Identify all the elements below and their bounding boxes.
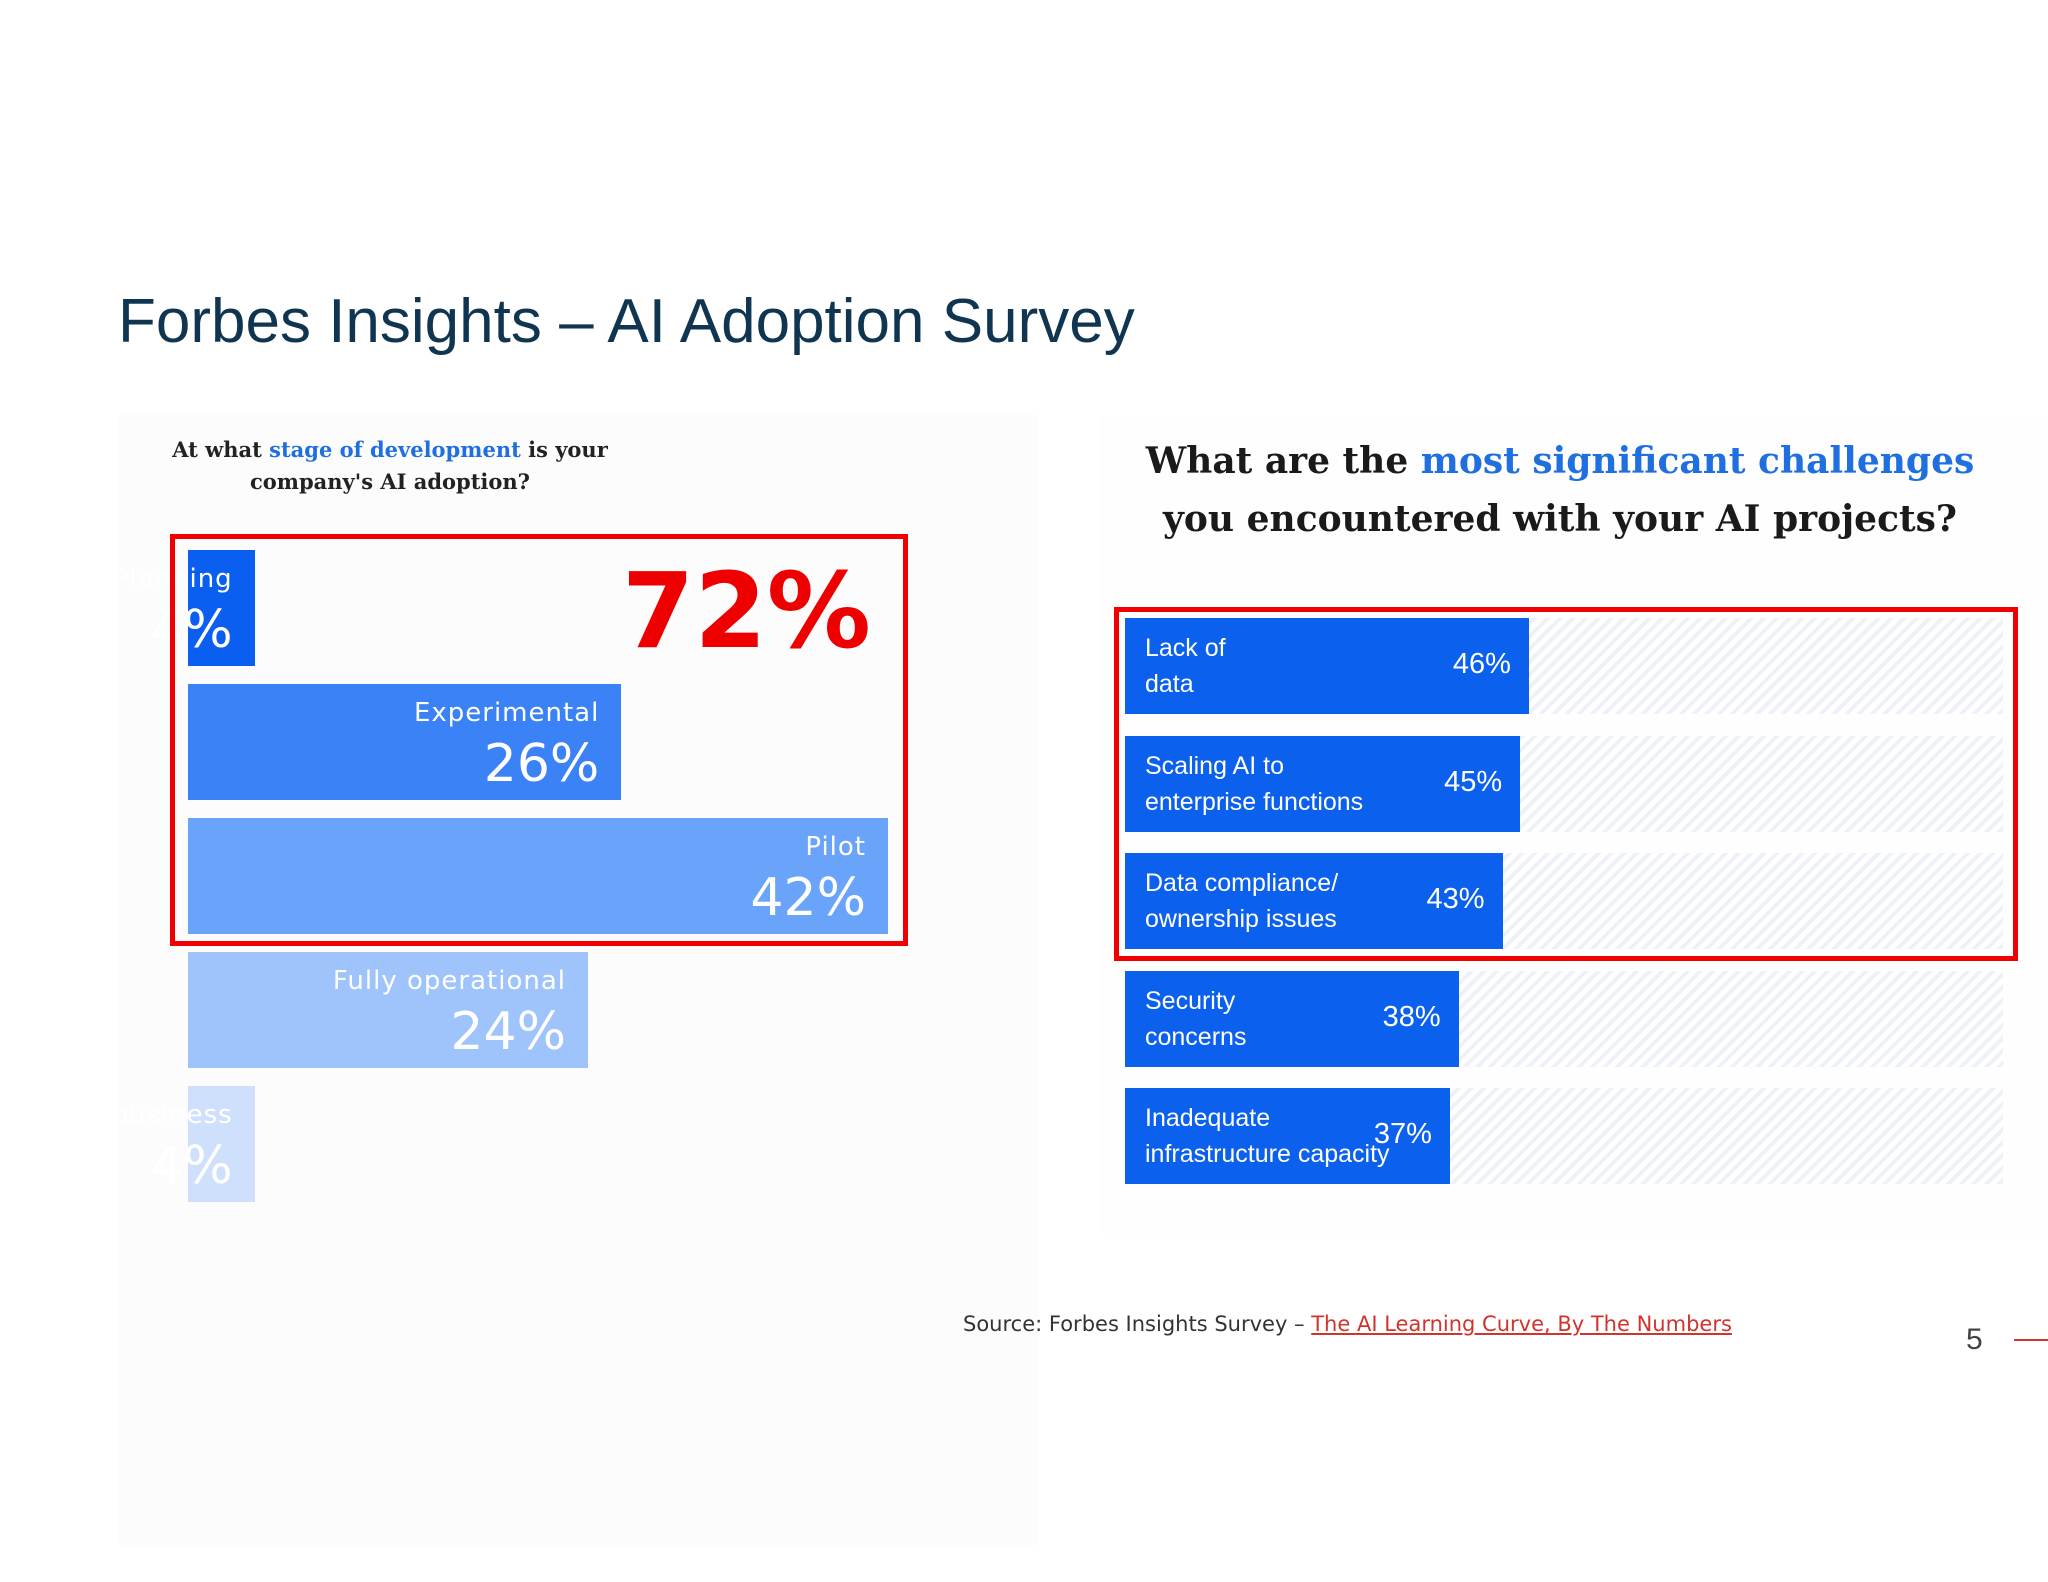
challenge-label: Data compliance/ (1145, 869, 1339, 897)
stage-bar (188, 684, 622, 800)
challenge-label: enterprise functions (1145, 788, 1364, 816)
source-prefix: Source: Forbes Insights Survey – (963, 1312, 1312, 1336)
challenge-label: concerns (1145, 1023, 1247, 1051)
challenge-bar (1125, 618, 1529, 714)
slide-title: Forbes Insights – AI Adoption Survey (118, 287, 1135, 356)
challenges-question-highlight: most significant challenges (1420, 440, 1975, 482)
page-number: 5 (1966, 1323, 1983, 1356)
challenge-value: 46% (1452, 648, 1511, 680)
challenge-bar (1125, 853, 1503, 949)
stage-value: 4% (150, 1136, 233, 1196)
stage-label: Critical to business (0, 1100, 233, 1130)
challenge-label: Scaling AI to (1145, 752, 1284, 780)
source-note: Source: Forbes Insights Survey – The AI … (963, 1312, 1732, 1336)
challenge-label: Security (1145, 987, 1236, 1015)
challenges-question: What are the most significant challenges… (1130, 432, 1990, 548)
challenges-question-part-1: What are the (1145, 440, 1421, 482)
challenge-label: Lack of (1145, 634, 1226, 662)
stage-label: Pilot (805, 832, 866, 862)
stage-bar (188, 550, 255, 666)
challenge-label: Inadequate (1145, 1104, 1271, 1132)
source-link[interactable]: The AI Learning Curve, By The Numbers (1311, 1312, 1732, 1336)
stage-label: Fully operational (332, 966, 566, 996)
challenge-label: data (1145, 670, 1194, 698)
stage-bar (188, 1086, 255, 1202)
stage-value: 24% (450, 1002, 566, 1062)
challenge-label: infrastructure capacity (1145, 1140, 1390, 1168)
challenge-value: 45% (1444, 766, 1503, 798)
challenges-question-part-3: you encountered with your AI projects? (1162, 498, 1957, 540)
stage-question: At what stage of development is your com… (150, 434, 630, 498)
stage-question-highlight: stage of development (269, 437, 521, 462)
stage-question-part-1: At what (172, 437, 270, 462)
stage-label: Experimental (413, 698, 600, 728)
stage-value: 42% (750, 868, 866, 928)
challenge-value: 37% (1373, 1118, 1432, 1150)
highlight-box-challenges (1114, 607, 2018, 961)
challenge-value: 38% (1382, 1001, 1441, 1033)
highlight-box-stages (170, 534, 908, 946)
stage-bar (188, 952, 588, 1068)
challenge-bar (1125, 736, 1521, 832)
challenge-bar (1125, 971, 1459, 1067)
stage-value: 4% (150, 600, 233, 660)
challenge-value: 43% (1426, 883, 1485, 915)
stage-bar (188, 818, 888, 934)
highlight-total: 72% (622, 550, 871, 672)
challenge-bar (1125, 1088, 1450, 1184)
stage-value: 26% (483, 734, 600, 794)
challenge-label: ownership issues (1145, 905, 1337, 933)
page-number-rule (2014, 1339, 2048, 1341)
stage-question-part-3: is your company's AI adoption? (249, 437, 608, 494)
